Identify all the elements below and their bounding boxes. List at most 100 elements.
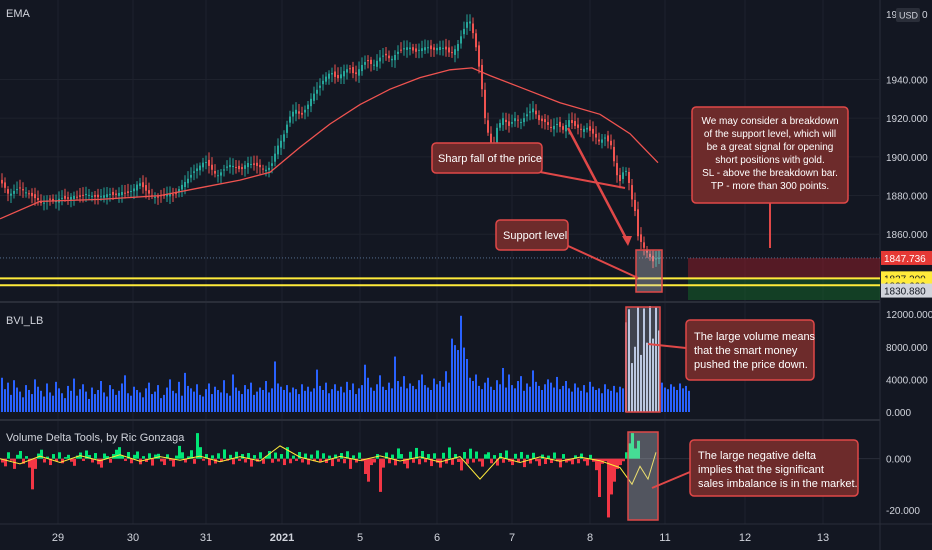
candle-body <box>592 128 594 134</box>
delta-bar <box>427 454 430 459</box>
price-tag-bg <box>881 250 932 265</box>
volume-bar <box>631 363 633 412</box>
volume-bar <box>523 390 525 412</box>
candle-body <box>103 195 105 198</box>
bvi-indicator-label[interactable]: BVI_LB <box>6 315 43 327</box>
volume-bar <box>73 378 75 412</box>
annotation-line: that the smart money <box>694 345 798 357</box>
volume-bar <box>196 384 198 412</box>
candle-body <box>130 191 132 193</box>
candle-body <box>202 162 204 168</box>
volume-bar <box>211 394 213 412</box>
delta-bar <box>259 452 262 459</box>
volume-bar <box>451 338 453 412</box>
volume-bar <box>595 389 597 412</box>
delta-bar <box>385 452 388 459</box>
volume-bar <box>85 391 87 412</box>
price-axis[interactable]: 1940.000 1920.000 1900.000 1880.000 1860.000 <box>886 76 928 242</box>
delta-bar <box>532 452 535 459</box>
price-tick-label: 1860.000 <box>886 230 928 241</box>
candle-body <box>52 198 54 201</box>
candle-body <box>358 69 360 76</box>
delta-bar <box>157 453 160 459</box>
annotation-breakdown[interactable]: We may consider a breakdown of the suppor… <box>691 106 849 204</box>
volume-bar <box>409 383 411 412</box>
annotation-support-text: Support level <box>503 230 567 242</box>
volume-bar <box>64 398 66 412</box>
candle-body <box>94 195 96 197</box>
candle-body <box>646 249 648 253</box>
delta-bar <box>445 458 448 464</box>
candle-body <box>235 166 237 168</box>
volume-bar <box>268 392 270 412</box>
candle-body <box>382 55 384 57</box>
delta-pane[interactable]: Volume Delta Tools, by Ric Gonzaga <box>0 432 880 518</box>
annotation-delta[interactable]: The large negative delta implies that the… <box>689 439 859 497</box>
volume-bar <box>670 384 672 412</box>
candle-body <box>463 28 465 35</box>
annotation-line: The large negative delta <box>698 450 817 462</box>
volume-bar <box>496 380 498 412</box>
volume-bar <box>304 390 306 412</box>
arrow-to-breakdown <box>566 127 630 243</box>
ema-indicator-label[interactable]: EMA <box>6 8 31 20</box>
candle-body <box>430 45 432 50</box>
candle-body <box>439 46 441 51</box>
annotation-arrows <box>539 127 771 489</box>
price-tick-label: 1920.000 <box>886 114 928 125</box>
annotation-sharp-fall[interactable]: Sharp fall of the price <box>431 142 543 174</box>
candle-body <box>280 140 282 148</box>
delta-bar <box>355 458 358 463</box>
volume-bar <box>592 386 594 412</box>
volume-bar <box>127 393 129 412</box>
time-axis[interactable]: 29 30 31 2021 5 6 7 8 11 12 13 <box>52 532 829 544</box>
candle-body <box>262 168 264 170</box>
delta-bar <box>130 458 133 464</box>
volume-bar <box>664 387 666 412</box>
volume-axis[interactable]: 12000.000 8000.000 4000.000 0.000 <box>886 310 932 419</box>
delta-bar <box>181 452 184 459</box>
price-pane[interactable]: EMA <box>0 8 880 300</box>
volume-bar <box>526 383 528 412</box>
delta-bar <box>400 454 403 459</box>
delta-axis[interactable]: 0.000 -20.000 <box>886 455 920 517</box>
candle-body <box>178 189 180 193</box>
volume-bar <box>646 342 648 412</box>
volume-bar <box>262 389 264 412</box>
volume-bar <box>472 381 474 412</box>
delta-bar <box>352 455 355 459</box>
delta-bar <box>580 453 583 459</box>
volume-bar <box>640 354 642 412</box>
candle-body <box>466 22 468 28</box>
delta-bar <box>340 453 343 459</box>
delta-bar <box>634 448 637 459</box>
candle-body <box>133 188 135 192</box>
take-profit-zone <box>688 278 880 300</box>
annotation-volume[interactable]: The large volume means that the smart mon… <box>685 319 816 381</box>
delta-bar <box>508 458 511 462</box>
currency-badge[interactable] <box>896 8 920 22</box>
volume-bar <box>313 388 315 412</box>
volume-bar <box>316 369 318 412</box>
volume-bar <box>136 389 138 412</box>
volume-bar <box>220 392 222 412</box>
volume-bar <box>334 384 336 412</box>
delta-bar <box>190 450 193 459</box>
candle-body <box>541 118 543 122</box>
volume-tick-label: 0.000 <box>886 408 911 419</box>
candle-body <box>232 165 234 168</box>
delta-bar <box>391 454 394 459</box>
annotation-line: We may consider a breakdown <box>701 116 838 127</box>
volume-bar <box>166 387 168 412</box>
volume-bar <box>421 374 423 412</box>
candle-body <box>304 109 306 113</box>
volume-bar <box>58 388 60 412</box>
annotation-support[interactable]: Support level <box>495 219 569 251</box>
delta-indicator-label[interactable]: Volume Delta Tools, by Ric Gonzaga <box>6 432 185 444</box>
volume-bar <box>493 389 495 412</box>
delta-bar <box>64 457 67 459</box>
delta-bar <box>577 458 580 464</box>
volume-bar <box>466 359 468 412</box>
volume-bar <box>514 388 516 412</box>
